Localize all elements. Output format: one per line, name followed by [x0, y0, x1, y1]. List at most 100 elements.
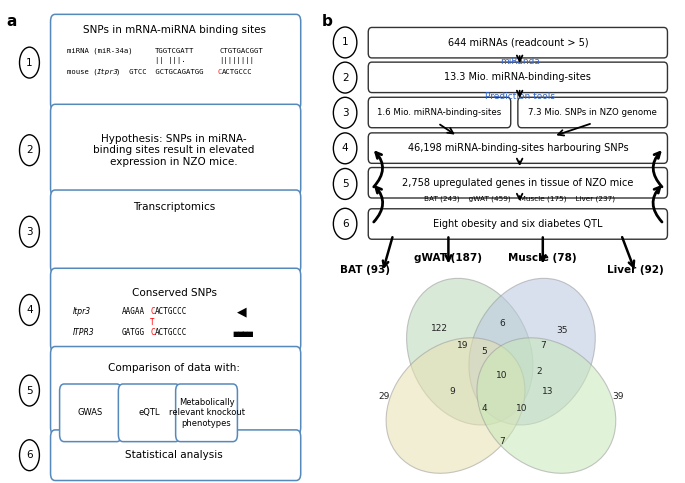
- Text: 3: 3: [342, 108, 349, 118]
- FancyBboxPatch shape: [119, 384, 180, 441]
- Text: Liver (92): Liver (92): [607, 265, 664, 275]
- Text: 19: 19: [457, 341, 469, 350]
- FancyBboxPatch shape: [369, 97, 511, 128]
- Ellipse shape: [119, 236, 149, 261]
- Text: C: C: [150, 307, 155, 316]
- Text: 13.3 Mio. miRNA-binding-sites: 13.3 Mio. miRNA-binding-sites: [445, 72, 591, 83]
- Text: 7: 7: [499, 437, 505, 446]
- Text: Eight obesity and six diabetes QTL: Eight obesity and six diabetes QTL: [433, 219, 603, 229]
- Text: 2: 2: [342, 72, 349, 83]
- Text: Muscle (78): Muscle (78): [508, 253, 577, 263]
- Text: ■: ■: [246, 331, 253, 337]
- Text: Conserved SNPs: Conserved SNPs: [132, 288, 216, 298]
- Text: 4: 4: [26, 305, 33, 315]
- Text: Transcriptomics: Transcriptomics: [133, 202, 215, 213]
- Text: 644 miRNAs (readcount > 5): 644 miRNAs (readcount > 5): [447, 38, 588, 48]
- Text: ■: ■: [237, 331, 244, 337]
- Text: ■: ■: [242, 331, 248, 337]
- Text: SNPs in mRNA-miRNA binding sites: SNPs in mRNA-miRNA binding sites: [83, 25, 266, 35]
- Text: 10: 10: [496, 370, 508, 380]
- Text: CTGTGACGGT: CTGTGACGGT: [219, 48, 263, 54]
- Text: 13: 13: [543, 387, 554, 396]
- Text: 4: 4: [342, 143, 349, 153]
- Text: 46,198 miRNA-binding-sites harbouring SNPs: 46,198 miRNA-binding-sites harbouring SN…: [408, 143, 628, 153]
- Text: 4: 4: [481, 404, 487, 413]
- Text: TGGTCGATT: TGGTCGATT: [155, 48, 194, 54]
- Text: eQTL: eQTL: [138, 408, 160, 417]
- Ellipse shape: [211, 232, 242, 266]
- Text: b: b: [322, 14, 333, 29]
- Text: 2: 2: [26, 145, 33, 155]
- Text: 1: 1: [342, 38, 349, 47]
- FancyBboxPatch shape: [51, 104, 301, 196]
- Text: a: a: [7, 14, 17, 29]
- Text: GWAS: GWAS: [78, 408, 103, 417]
- Text: || |||.: || |||.: [155, 57, 185, 64]
- Text: mouse (: mouse (: [67, 68, 98, 75]
- Text: )  GTCC  GCTGCAGATGG: ) GTCC GCTGCAGATGG: [116, 68, 203, 75]
- Text: ■: ■: [233, 331, 239, 337]
- Text: Metabolically
relevant knockout
phenotypes: Metabolically relevant knockout phenotyp…: [169, 398, 245, 428]
- Text: Itpr3: Itpr3: [73, 307, 91, 316]
- Text: ACTGCCC: ACTGCCC: [222, 69, 253, 74]
- FancyBboxPatch shape: [51, 190, 301, 273]
- Ellipse shape: [469, 278, 595, 425]
- Text: gWAT (187): gWAT (187): [414, 253, 482, 263]
- Text: BAT (93): BAT (93): [340, 265, 390, 275]
- FancyBboxPatch shape: [369, 62, 667, 93]
- Text: ITPR3: ITPR3: [73, 328, 95, 338]
- Ellipse shape: [386, 338, 525, 473]
- Text: Itpr3: Itpr3: [97, 69, 119, 74]
- Ellipse shape: [407, 278, 533, 425]
- FancyBboxPatch shape: [369, 133, 667, 163]
- Text: Prediction tools: Prediction tools: [485, 92, 555, 101]
- FancyBboxPatch shape: [369, 28, 667, 58]
- Text: 1.6 Mio. miRNA-binding-sites: 1.6 Mio. miRNA-binding-sites: [377, 108, 501, 117]
- Text: 2,758 upregulated genes in tissue of NZO mice: 2,758 upregulated genes in tissue of NZO…: [402, 178, 634, 188]
- Text: 6: 6: [26, 450, 33, 460]
- Text: 1: 1: [26, 57, 33, 68]
- Ellipse shape: [477, 338, 616, 473]
- Ellipse shape: [165, 232, 192, 263]
- Text: ||||||||: ||||||||: [219, 57, 254, 64]
- Text: 7: 7: [540, 341, 546, 350]
- Text: T: T: [150, 318, 155, 327]
- Text: ACTGCCC: ACTGCCC: [155, 307, 187, 316]
- FancyBboxPatch shape: [51, 430, 301, 481]
- Text: 6: 6: [342, 219, 349, 229]
- Text: miRNA (miR-34a): miRNA (miR-34a): [67, 48, 133, 54]
- Text: Statistical analysis: Statistical analysis: [125, 450, 223, 460]
- FancyBboxPatch shape: [369, 168, 667, 198]
- Text: ◀: ◀: [237, 305, 247, 318]
- Text: C: C: [218, 69, 222, 74]
- FancyBboxPatch shape: [175, 384, 238, 441]
- Text: 3: 3: [26, 227, 33, 237]
- FancyBboxPatch shape: [51, 14, 301, 111]
- Text: 7.3 Mio. SNPs in NZO genome: 7.3 Mio. SNPs in NZO genome: [528, 108, 657, 117]
- Text: 39: 39: [612, 392, 623, 401]
- Text: 35: 35: [557, 326, 568, 335]
- Text: 6: 6: [499, 319, 505, 328]
- Text: 10: 10: [516, 404, 527, 413]
- FancyBboxPatch shape: [51, 268, 301, 352]
- Text: C: C: [150, 328, 155, 338]
- Text: Hypothesis: SNPs in miRNA-
binding sites result in elevated
expression in NZO mi: Hypothesis: SNPs in miRNA- binding sites…: [93, 134, 255, 167]
- Ellipse shape: [64, 228, 103, 264]
- Text: ACTGCCC: ACTGCCC: [155, 328, 187, 338]
- FancyBboxPatch shape: [369, 209, 667, 239]
- Text: 122: 122: [431, 324, 448, 333]
- Text: 5: 5: [342, 179, 349, 189]
- FancyBboxPatch shape: [60, 384, 121, 441]
- Text: AAGAA: AAGAA: [121, 307, 145, 316]
- Text: BAT (243)    gWAT (459)    Muscle (175)    Liver (237): BAT (243) gWAT (459) Muscle (175) Liver …: [424, 195, 615, 202]
- Text: 5: 5: [26, 385, 33, 396]
- Text: 5: 5: [481, 347, 487, 356]
- Text: GATGG: GATGG: [121, 328, 145, 338]
- Ellipse shape: [227, 306, 245, 320]
- Text: 2: 2: [536, 367, 542, 376]
- Text: miRanda: miRanda: [499, 57, 540, 67]
- Text: Comparison of data with:: Comparison of data with:: [108, 363, 240, 373]
- FancyBboxPatch shape: [518, 97, 667, 128]
- Text: 9: 9: [449, 387, 455, 396]
- FancyBboxPatch shape: [51, 346, 301, 435]
